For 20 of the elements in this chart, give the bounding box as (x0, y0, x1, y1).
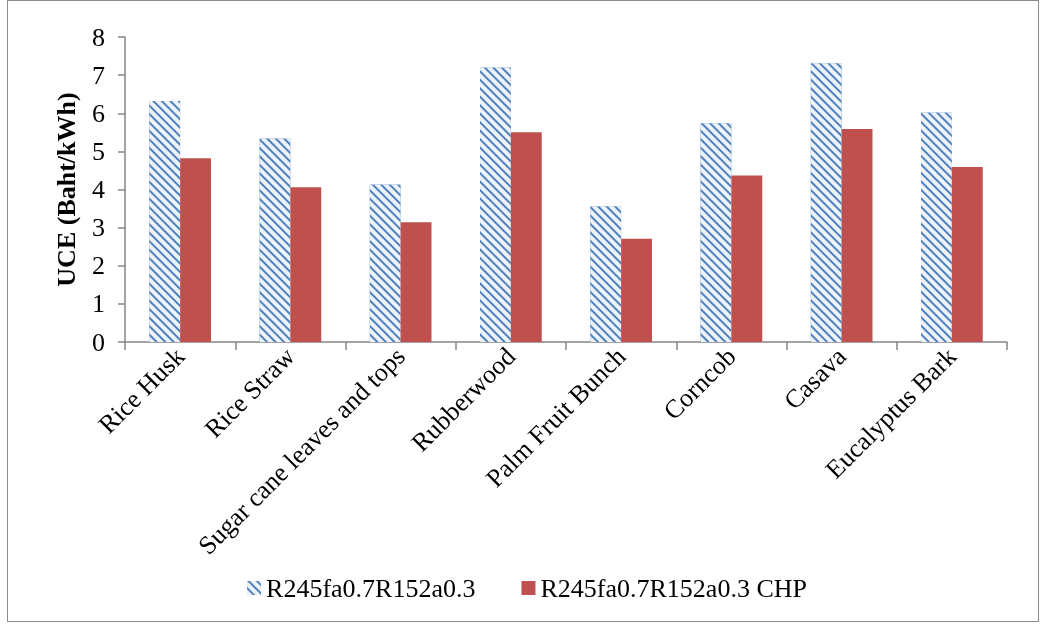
bar (841, 128, 873, 342)
y-tick-label: 5 (92, 136, 105, 166)
y-tick-label: 3 (92, 213, 105, 243)
legend-label: R245fa0.7R152a0.3 CHP (540, 573, 807, 603)
bar (621, 238, 652, 342)
bar (731, 175, 763, 342)
y-tick-label: 4 (92, 175, 105, 204)
y-tick-label: 1 (92, 289, 105, 319)
bar (290, 187, 322, 342)
y-tick-label: 2 (92, 251, 105, 281)
y-tick-label: 7 (92, 60, 105, 90)
y-tick-label: 6 (92, 98, 105, 128)
legend-label: R245fa0.7R152a0.3 (266, 573, 476, 603)
bar (951, 167, 983, 342)
y-tick-label: 8 (92, 22, 105, 52)
y-tick-label: 0 (92, 327, 105, 357)
bar (510, 132, 542, 342)
bar (400, 222, 432, 342)
bar (180, 158, 211, 342)
y-axis-title: UCE (Baht/kWh) (51, 92, 81, 287)
